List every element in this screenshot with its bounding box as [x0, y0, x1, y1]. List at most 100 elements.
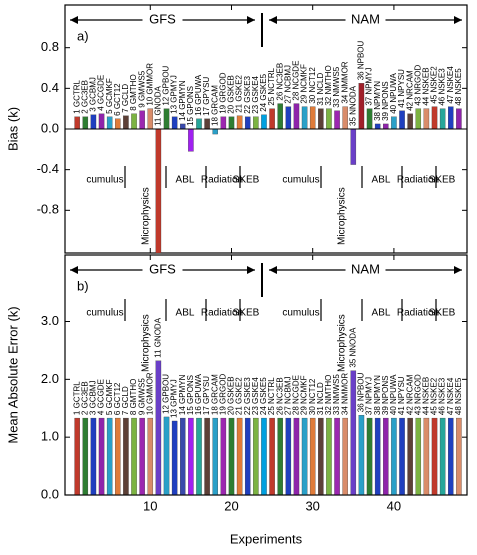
y-tick-label: 3.0: [41, 313, 59, 328]
bar: [448, 106, 454, 130]
bar: [155, 128, 162, 254]
bar: [236, 417, 243, 496]
bar: [374, 123, 381, 130]
y-tick-label: -0.4: [37, 161, 59, 176]
bar-label: 31 NCLD: [316, 382, 325, 415]
bar: [334, 417, 340, 496]
bar: [131, 113, 137, 130]
bar: [431, 417, 438, 496]
section-label: Radiation: [397, 175, 439, 186]
bar: [285, 417, 292, 496]
bar: [147, 417, 154, 496]
bar-label: 3 GCBMJ: [89, 77, 98, 112]
bar: [253, 417, 259, 496]
bar-label: 35 NNODA: [348, 327, 357, 368]
bar-label: 34 NMMOR: [340, 373, 349, 415]
bar: [277, 417, 283, 496]
bar: [171, 420, 178, 496]
bar: [188, 417, 194, 496]
bar: [399, 417, 405, 496]
bar-label: 48 NSKE5: [454, 68, 463, 106]
x-tick-label: 30: [305, 498, 319, 513]
section-label: Microphysics: [141, 187, 152, 245]
section-label: SKEB: [429, 308, 456, 319]
y-tick-label: -0.8: [37, 202, 59, 217]
bar-label: 16 GPUWA: [194, 373, 203, 415]
bar: [106, 116, 113, 130]
bar-label: 27 NCBMJ: [283, 376, 292, 415]
bar-label: 42 NRCAM: [405, 70, 414, 111]
bar-label: 28 NCGDE: [292, 375, 301, 415]
bar: [204, 417, 210, 496]
bar-label: 41 NPYSU: [397, 376, 406, 415]
bar-label: 36 NPBOU: [357, 40, 366, 80]
bar-label: 21 GSKE2: [235, 377, 244, 415]
bar: [212, 417, 218, 496]
bar: [415, 417, 422, 496]
bar-label: 13 GPMYJ: [170, 379, 179, 418]
bar-label: 2 GC3EB: [80, 381, 89, 415]
bar-label: 34 NMMOR: [340, 61, 349, 103]
bar: [82, 116, 89, 130]
bar: [431, 106, 438, 130]
bar: [147, 108, 154, 130]
bar: [277, 103, 283, 130]
bar-label: 43 NRGOD: [413, 65, 422, 106]
bar: [391, 116, 397, 130]
x-tick-label: 10: [143, 498, 157, 513]
bar-label: 37 NPMYJ: [365, 377, 374, 415]
bar: [106, 417, 113, 496]
bar-label: 21 GSKE2: [235, 74, 244, 112]
bar-label: 20 GSKEB: [227, 376, 236, 415]
bar-label: 12 GPBOU: [162, 65, 171, 105]
section-label: ABL: [176, 308, 195, 319]
bar: [220, 417, 227, 496]
bar-label: 10 GMMOR: [145, 63, 154, 106]
bar-label: 30 NCT12: [308, 378, 317, 415]
bar: [188, 128, 194, 152]
bar-label: 5 GCMKF: [105, 78, 114, 114]
section-label: ABL: [372, 175, 391, 186]
bar-label: 25 NCTRL: [267, 377, 276, 415]
bar: [269, 417, 275, 496]
bar-label: 48 NSKE5: [454, 377, 463, 415]
bar: [391, 417, 397, 496]
bar-label: 31 NCLD: [316, 73, 325, 106]
bar-label: 43 NRGOD: [413, 374, 422, 415]
bar-label: 44 NSKEB: [422, 67, 431, 105]
bar-label: 2 GC3EB: [80, 80, 89, 114]
bar: [171, 116, 178, 130]
bar: [244, 116, 251, 130]
bar-label: 22 GSKE3: [243, 377, 252, 415]
bar: [358, 415, 365, 496]
bar-label: 11 GNODA: [154, 317, 163, 358]
bar: [98, 113, 105, 130]
section-label: Radiation: [397, 308, 439, 319]
bar-label: 42 NRCAM: [405, 374, 414, 415]
bar: [115, 417, 121, 496]
panel-label: a): [77, 28, 89, 43]
bar-label: 17 GPYSU: [202, 376, 211, 415]
bar: [228, 116, 235, 130]
bar: [423, 417, 430, 496]
bar: [415, 108, 422, 130]
bar: [220, 116, 227, 130]
bar-label: 38 NPMYN: [373, 81, 382, 121]
bar: [285, 106, 292, 130]
bar-label: 11 GNODA: [154, 85, 163, 126]
bar-label: 16 GPUWA: [194, 74, 203, 116]
bar: [318, 417, 324, 496]
bar: [163, 416, 170, 496]
bar: [123, 115, 129, 130]
bar-label: 28 NCGDE: [292, 61, 301, 101]
y-tick-label: 0.4: [41, 80, 59, 95]
bar: [423, 108, 430, 130]
section-label: SKEB: [233, 308, 260, 319]
section-label: SKEB: [233, 175, 260, 186]
section-label: Microphysics: [337, 314, 348, 372]
label-bg: [345, 12, 386, 28]
bar-label: 7 GCLD: [121, 84, 130, 113]
bar-label: 15 GPONS: [186, 86, 195, 126]
bar-label: 23 GSKE4: [251, 75, 260, 113]
